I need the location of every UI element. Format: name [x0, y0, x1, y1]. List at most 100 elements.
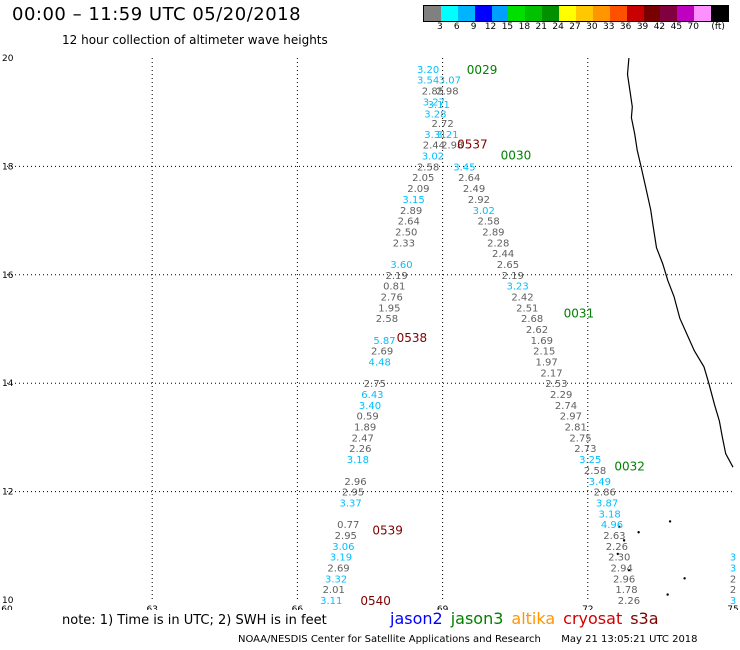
wave-height-value: 1.97: [536, 358, 558, 369]
wave-height-value: 2.85: [422, 87, 444, 98]
wave-height-value: 1.95: [378, 303, 400, 314]
colorbar-swatch: [525, 6, 543, 21]
legend-jason3: jason3: [450, 609, 504, 628]
wave-height-value: 1.89: [354, 423, 376, 434]
wave-height-value: 2.53: [545, 379, 567, 390]
colorbar-label: 24: [552, 22, 564, 32]
legend-cryosat: cryosat: [563, 609, 623, 628]
wave-height-value: 0.77: [337, 520, 359, 531]
wave-height-value: 3.15: [402, 195, 424, 206]
island-dot: [637, 531, 640, 534]
footer-agency: NOAA/NESDIS Center for Satellite Applica…: [238, 634, 541, 645]
wave-height-value: 2.29: [550, 390, 572, 401]
wave-height-value: 2.89: [482, 227, 504, 238]
wave-height-value: 2.58: [477, 217, 499, 228]
lon-tick-label: 72: [582, 605, 593, 610]
colorbar-labels: 3 6 9 12 15 18 21 24 27 30 33 36 39 42 45 70 (ft): [423, 22, 739, 34]
wave-height-value: 2.96: [344, 477, 366, 488]
colorbar-swatch: [457, 6, 475, 21]
colorbar-swatch: [694, 6, 712, 21]
wave-height-value: 2.26: [349, 444, 371, 455]
legend-altika: altika: [511, 609, 556, 628]
wave-height-value: 3.21: [436, 130, 458, 141]
map-title: 00:00 – 11:59 UTC 05/20/2018: [12, 4, 302, 25]
colorbar-label: 33: [603, 22, 615, 32]
island-dot: [683, 577, 686, 580]
lat-tick-label: 16: [2, 271, 14, 281]
wave-height-value: 2.75: [364, 379, 386, 390]
wave-height-value: 2.05: [412, 173, 434, 184]
wave-height-value: 2.47: [352, 433, 374, 444]
colorbar-label: 39: [636, 22, 649, 32]
wave-height-value: 3.11: [320, 596, 342, 607]
colorbar-swatch: [643, 6, 661, 21]
wave-height-value: 2.44: [423, 141, 445, 152]
wave-height-value: 3.20: [417, 65, 439, 76]
island-dot: [627, 568, 631, 572]
wave-height-value: 2.19: [385, 271, 407, 282]
colorbar-label: 6: [453, 22, 460, 32]
wave-height-value: 3.02: [422, 152, 444, 163]
wave-height-value: 3.06: [332, 542, 354, 553]
colorbar-label: 27: [569, 22, 581, 32]
wave-height-value: 2.58: [584, 466, 606, 477]
wave-height-value: 2.51: [516, 303, 538, 314]
wave-observations: 3.203.54 3.072.852.983.273.113.282.723.31…: [320, 65, 736, 607]
colorbar-swatch: [491, 6, 509, 21]
island-dot: [622, 539, 626, 542]
wave-height-value: 3.23: [506, 282, 528, 293]
wave-height-value: 2.75: [569, 433, 591, 444]
island-dot: [666, 593, 669, 596]
wave-height-value: 2.76: [381, 292, 403, 303]
wave-height-value: 2.72: [431, 119, 453, 130]
wave-height-value: 2.44: [492, 249, 514, 260]
lon-tick-label: 60: [1, 605, 13, 610]
wave-height-value: 2.65: [497, 260, 519, 271]
track-id-label: 0540: [360, 594, 391, 608]
wave-height-value: 2.58: [417, 162, 439, 173]
satellite-legend: jason2 jason3 altika cryosat s3a: [390, 609, 667, 628]
wave-height-value: 2.09: [407, 184, 429, 195]
wave-height-value: 2.30: [608, 553, 630, 564]
wave-height-value: 3.25: [579, 455, 601, 466]
wave-height-value: 3.19: [330, 553, 352, 564]
wave-height-value: 5.87: [373, 336, 395, 347]
wave-height-value: 3.28: [424, 109, 446, 120]
colorbar-label: 45: [670, 22, 683, 32]
wave-height-value: 3: [730, 553, 736, 564]
wave-height-value: 2.01: [323, 585, 345, 596]
wave-height-value: 2.96: [613, 574, 635, 585]
wave-height-value: 3.54: [417, 76, 439, 87]
wave-height-value: 3.60: [390, 260, 412, 271]
track-id-label: 0539: [372, 524, 403, 538]
axis-ticks: 60 63 66 69 72 75 20 18 16 14 12 10: [1, 54, 738, 610]
colorbar-label: 15: [501, 22, 514, 32]
colorbar-label: 9: [470, 22, 477, 32]
wave-height-value: 2.33: [393, 238, 415, 249]
wave-height-value: 2.86: [594, 488, 616, 499]
wave-height-value: 4.96: [601, 520, 623, 531]
wave-height-value: 2.98: [436, 87, 458, 98]
wave-height-value: 3: [730, 563, 736, 574]
wave-height-value: 3.18: [347, 455, 369, 466]
colorbar-swatch: [576, 6, 593, 21]
colorbar-label: 36: [619, 22, 632, 32]
wave-height-value: 3.37: [340, 498, 362, 509]
india-west-coast: [626, 57, 734, 468]
wave-height-value: 2.95: [335, 531, 357, 542]
wave-height-value: 3.02: [473, 206, 495, 217]
wave-height-value: 2.15: [533, 347, 555, 358]
colorbar-label: 70: [687, 22, 699, 32]
track-labels: 0029 0030 0031 0032 0537 0538 0539 0540: [360, 63, 645, 608]
colorbar-label: 30: [586, 22, 598, 32]
footer-credit: NOAA/NESDIS Center for Satellite Applica…: [238, 634, 698, 645]
footer-timestamp: May 21 13:05:21 UTC 2018: [561, 634, 698, 645]
track-id-label: 0538: [397, 331, 428, 345]
wave-height-value: 3: [730, 596, 736, 607]
wave-height-value: 2.26: [606, 542, 628, 553]
wave-height-value: 2: [730, 585, 736, 596]
wave-height-value: 2.58: [376, 314, 398, 325]
colorbar-label: 42: [653, 22, 666, 32]
wave-height-value: 2.74: [555, 401, 577, 412]
